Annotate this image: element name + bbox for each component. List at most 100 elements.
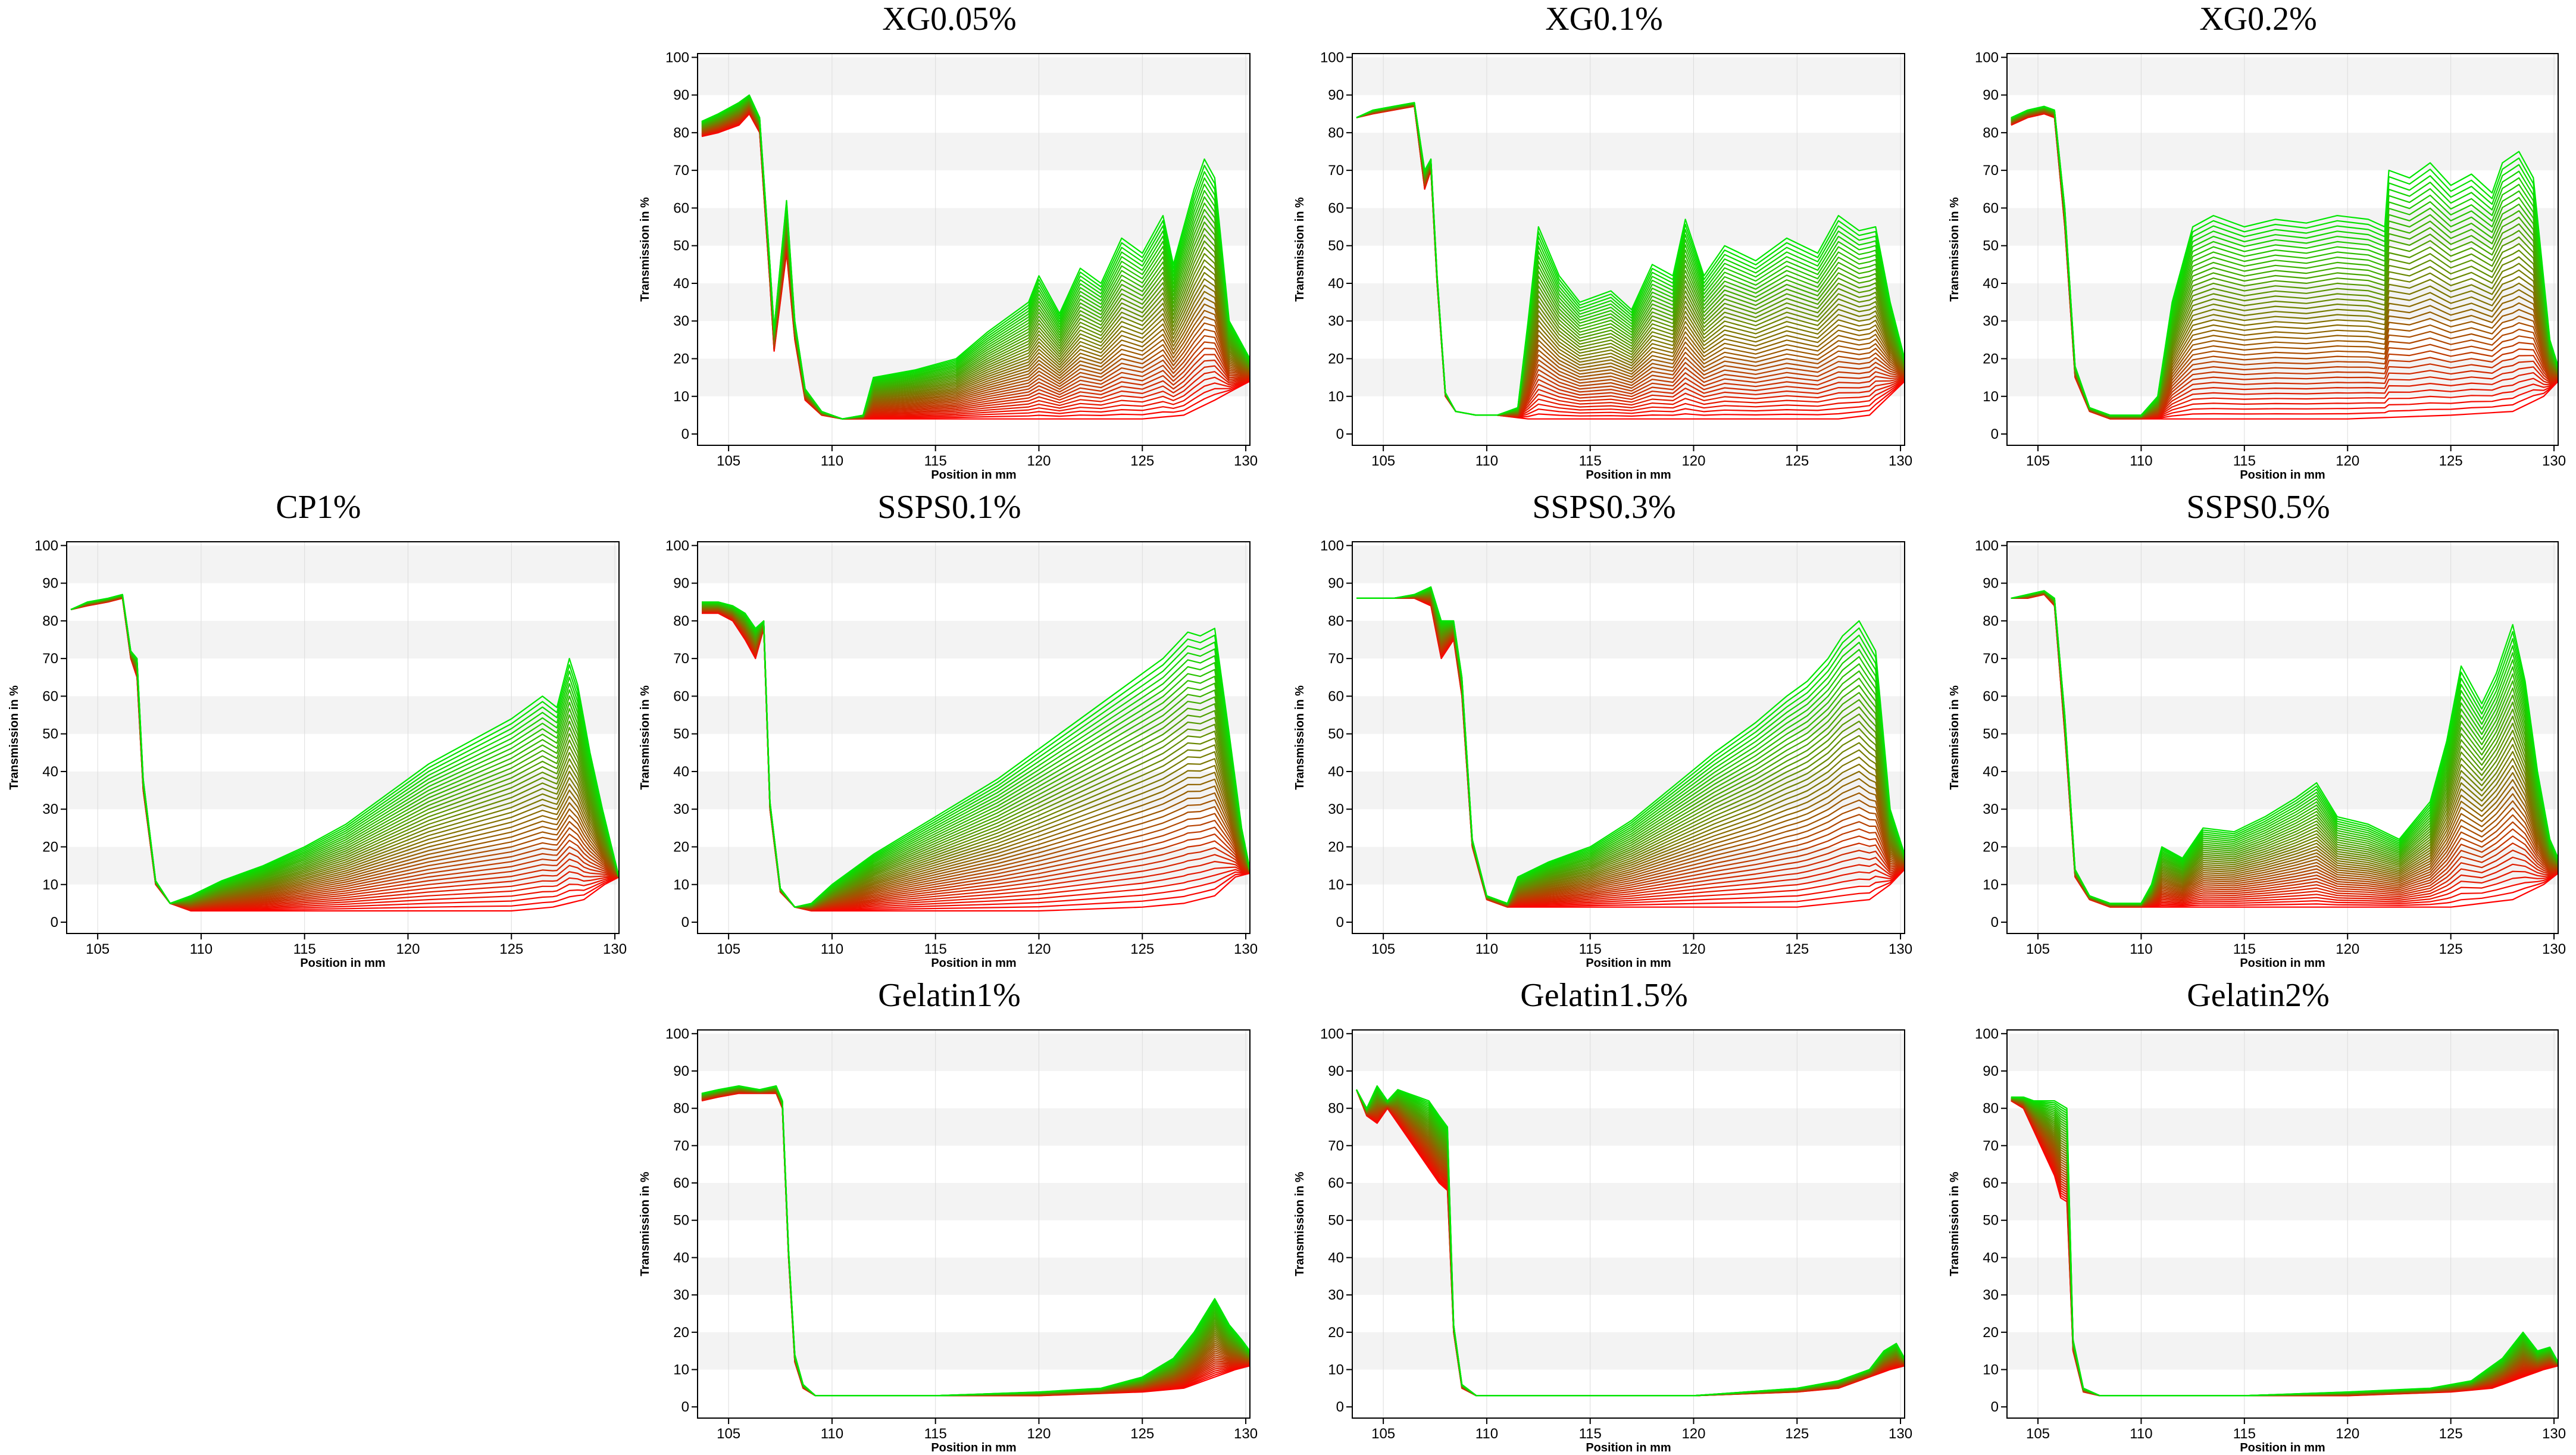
x-tick-label: 125 <box>1130 1426 1154 1442</box>
y-axis-title: Transmission in % <box>639 1172 652 1276</box>
y-tick-label: 0 <box>1336 1399 1344 1415</box>
y-tick-label: 20 <box>1983 839 1999 855</box>
grid-band <box>698 1034 1250 1071</box>
x-tick-label: 130 <box>1889 1426 1912 1442</box>
y-tick-label: 80 <box>1983 125 1999 141</box>
curve-group <box>1356 102 1906 420</box>
y-tick-label: 100 <box>1975 1026 1999 1042</box>
grid-band <box>698 696 1250 734</box>
grid-band <box>2007 132 2558 171</box>
y-tick-label: 60 <box>1983 1175 1999 1191</box>
x-tick-label: 115 <box>924 941 947 957</box>
x-tick-label: 120 <box>2336 941 2359 957</box>
y-tick-label: 0 <box>681 1399 689 1415</box>
y-tick-label: 80 <box>42 613 58 629</box>
y-tick-label: 30 <box>1983 313 1999 329</box>
x-tick-label: 110 <box>1475 1426 1498 1442</box>
chart-title: SSPS0.3% <box>1532 489 1676 526</box>
y-tick-label: 90 <box>1983 1063 1999 1079</box>
y-tick-label: 50 <box>42 726 58 742</box>
x-axis-title: Position in mm <box>2240 957 2325 970</box>
x-axis-title: Position in mm <box>1586 1441 1671 1454</box>
curve-group <box>701 94 1251 420</box>
y-tick-label: 100 <box>1320 538 1344 554</box>
grid-band <box>1352 132 1905 171</box>
x-tick-label: 130 <box>1234 941 1258 957</box>
y-tick-label: 70 <box>1983 651 1999 667</box>
plot-frame <box>2006 541 2559 934</box>
x-tick-label: 125 <box>1785 1426 1809 1442</box>
curve-group <box>702 601 1251 912</box>
x-tick-label: 120 <box>1681 1426 1705 1442</box>
y-axis-title: Transmission in % <box>1293 1172 1306 1276</box>
y-tick-label: 10 <box>1328 877 1344 893</box>
x-tick-label: 120 <box>1027 941 1051 957</box>
y-tick-label: 70 <box>673 651 689 667</box>
x-tick-label: 115 <box>1579 941 1602 957</box>
x-tick-label: 115 <box>2233 1426 2256 1442</box>
x-tick-label: 105 <box>1371 453 1395 469</box>
y-tick-label: 0 <box>1991 426 1999 442</box>
x-tick-label: 130 <box>603 941 627 957</box>
grid-band <box>1352 771 1905 810</box>
curve-group <box>70 594 620 912</box>
y-tick-label: 70 <box>1983 163 1999 179</box>
chart-title: XG0.1% <box>1545 1 1663 38</box>
grid-band <box>2007 620 2558 659</box>
transmission-curve <box>1356 1085 1905 1397</box>
x-tick-label: 105 <box>717 453 740 469</box>
chart-ssps01: 0 10 20 30 40 50 60 70 80 90 100 105 110 115 120 125 130… <box>639 538 1258 970</box>
y-tick-label: 90 <box>42 576 58 592</box>
x-axis-title: Position in mm <box>1586 957 1671 970</box>
y-tick-label: 90 <box>673 576 689 592</box>
y-tick-label: 70 <box>42 651 58 667</box>
transmission-curve <box>701 1085 1251 1397</box>
grid-band <box>1352 696 1905 734</box>
panel-gel2: Gelatin2% 0 10 20 30 40 50 60 70 80 90 100 105 110 11… <box>1940 976 2576 1455</box>
y-tick-label: 20 <box>1328 351 1344 367</box>
grid-band <box>698 771 1250 810</box>
y-tick-label: 40 <box>42 764 58 780</box>
x-tick-label: 125 <box>1130 941 1154 957</box>
y-tick-label: 50 <box>673 238 689 254</box>
grid-band <box>2007 208 2558 246</box>
y-axis-title: Transmission in % <box>1948 685 1961 790</box>
x-tick-label: 125 <box>2439 1426 2463 1442</box>
x-tick-label: 110 <box>821 453 843 469</box>
x-axis-title: Position in mm <box>2240 469 2325 482</box>
chart-gel15: 0 10 20 30 40 50 60 70 80 90 100 105 110 115 120 125 130… <box>1293 1026 1912 1454</box>
panel-xg02: XG0.2% 0 10 20 30 40 50 60 70 80 90 100 105 110 115 12… <box>1940 0 2576 482</box>
grid-band <box>698 1257 1250 1295</box>
grid-band <box>1352 57 1905 95</box>
grid-band <box>698 545 1250 583</box>
x-tick-label: 130 <box>1889 941 1912 957</box>
y-tick-label: 30 <box>673 313 689 329</box>
x-tick-label: 105 <box>2026 941 2050 957</box>
plot-frame <box>2006 1029 2559 1419</box>
chart-xg02: 0 10 20 30 40 50 60 70 80 90 100 105 110 115 120 125 130… <box>1948 49 2566 482</box>
panel-ssps03: SSPS0.3% 0 10 20 30 40 50 60 70 80 90 100 105 110 115… <box>1286 488 1922 970</box>
x-tick-label: 110 <box>1475 941 1498 957</box>
grid-band <box>698 132 1250 171</box>
y-axis-title: Transmission in % <box>639 685 652 790</box>
y-tick-label: 0 <box>1336 914 1344 931</box>
transmission-curve <box>702 601 1251 908</box>
x-tick-label: 115 <box>1579 453 1602 469</box>
x-tick-label: 105 <box>2026 1426 2050 1442</box>
grid-band <box>1352 208 1905 246</box>
y-tick-label: 10 <box>673 389 689 405</box>
y-tick-label: 50 <box>1328 726 1344 742</box>
y-axis-title: Transmission in % <box>1948 197 1961 302</box>
chart-title: SSPS0.1% <box>877 489 1021 526</box>
plot-frame <box>2006 53 2559 446</box>
x-tick-label: 105 <box>1371 941 1395 957</box>
chart-cp1: 0 10 20 30 40 50 60 70 80 90 100 105 110 115 120 125 130… <box>8 538 627 970</box>
panel-xg01: XG0.1% 0 10 20 30 40 50 60 70 80 90 100 105 110 115 12… <box>1286 0 1922 482</box>
x-tick-label: 125 <box>2439 941 2463 957</box>
y-tick-label: 10 <box>673 877 689 893</box>
y-tick-label: 90 <box>1328 88 1344 104</box>
plot-frame <box>697 1029 1251 1419</box>
y-tick-label: 30 <box>1328 313 1344 329</box>
y-tick-label: 10 <box>673 1362 689 1378</box>
chart-gel1: 0 10 20 30 40 50 60 70 80 90 100 105 110 115 120 125 130… <box>639 1026 1258 1454</box>
